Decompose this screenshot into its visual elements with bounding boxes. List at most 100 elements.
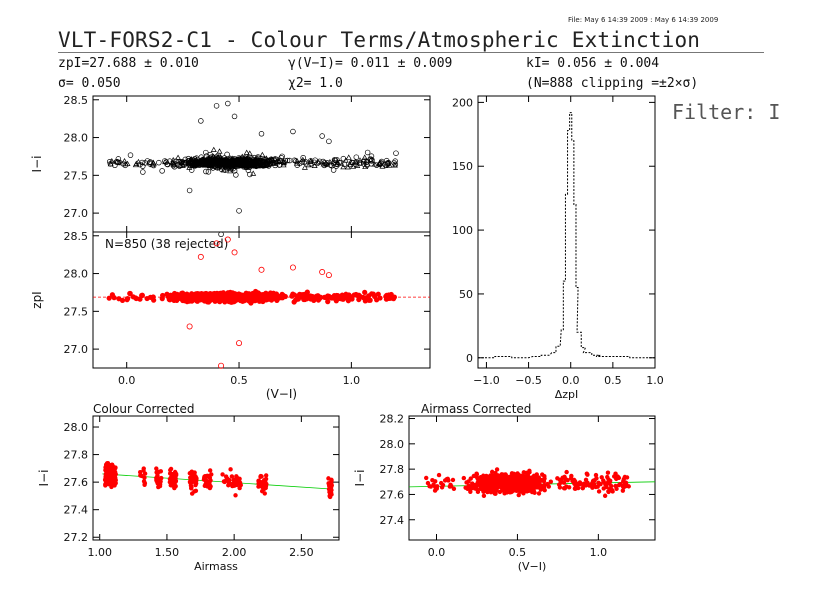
airmass-point [489, 475, 494, 480]
raw-point [170, 156, 177, 163]
raw-point [362, 163, 369, 170]
colour-point [141, 479, 147, 484]
colour-point [229, 474, 235, 479]
fit-point [177, 295, 183, 301]
raw-point [269, 159, 276, 166]
colour-plot-frame [92, 415, 340, 541]
x-tick-label: 0.0 [118, 374, 136, 387]
fit-ylabel: zpI [30, 291, 44, 308]
airmass-point [493, 476, 499, 481]
fit-plot-frame [92, 231, 431, 369]
raw-point [202, 161, 209, 168]
colour-point [105, 481, 111, 486]
raw-point [361, 154, 368, 160]
airmass-point [481, 473, 486, 478]
fit-point [127, 290, 133, 297]
y-tick-label: 150 [452, 160, 473, 173]
airmass-point [607, 479, 612, 485]
airmass-xlabel: (V−I) [518, 560, 547, 573]
raw-point [392, 158, 398, 164]
raw-point [376, 161, 383, 167]
colour-xlabel: Airmass [194, 560, 238, 573]
raw-point [307, 157, 314, 163]
airmass-point [532, 490, 537, 495]
airmass-point [527, 468, 532, 473]
raw-outlier [198, 118, 204, 124]
airmass-point [482, 476, 487, 482]
colour-point [234, 474, 239, 479]
fit-point [314, 293, 320, 299]
raw-point [188, 167, 195, 173]
raw-point [210, 146, 217, 152]
raw-point [224, 162, 231, 169]
fit-point [366, 293, 372, 299]
hist-outline [478, 112, 655, 359]
fit-point [362, 289, 368, 295]
fit-point [375, 291, 381, 297]
airmass-point [450, 477, 456, 483]
fit-point [150, 294, 156, 300]
colour-point [261, 485, 266, 490]
colour-point [202, 477, 208, 483]
colour-point [138, 470, 143, 475]
raw-point [264, 158, 271, 165]
colour-point [329, 483, 334, 488]
airmass-point [545, 481, 550, 487]
colour-point [157, 476, 163, 482]
colour-point [223, 474, 229, 479]
colour-point [233, 478, 238, 484]
raw-point [311, 162, 318, 168]
fit-point [304, 296, 310, 302]
fit-point [377, 295, 383, 301]
colour-point [104, 464, 110, 469]
y-tick-label: 28.5 [64, 94, 89, 107]
colour-point [256, 478, 262, 483]
airmass-point [519, 482, 524, 487]
colour-point [142, 475, 147, 480]
raw-point [302, 158, 309, 165]
airmass-point [497, 489, 503, 495]
colour-points [102, 460, 334, 500]
raw-point [221, 155, 228, 161]
raw-point [132, 161, 139, 168]
y-tick-label: 100 [452, 224, 473, 237]
fit-point [171, 296, 177, 302]
x-tick-label: 0.0 [428, 546, 446, 559]
airmass-point [623, 480, 629, 485]
file-timestamp: File: May 6 14:39 2009 : May 6 14:39 200… [568, 16, 719, 24]
colour-ylabel: I−i [37, 470, 51, 487]
raw-point [307, 158, 314, 164]
airmass-point [601, 486, 606, 491]
raw-point [156, 159, 162, 166]
x-tick-label: 2.50 [289, 546, 314, 559]
raw-point [271, 159, 277, 166]
airmass-point [475, 476, 481, 481]
y-tick-label: 27.0 [64, 207, 89, 220]
raw-point [235, 157, 241, 163]
airmass-point [542, 473, 547, 479]
y-tick-label: 27.8 [64, 449, 89, 462]
title-divider [58, 52, 764, 53]
airmass-point [502, 491, 507, 496]
fit-point [256, 295, 262, 301]
trend-line [102, 473, 331, 490]
raw-point [392, 161, 399, 168]
rejected-point [236, 340, 243, 347]
colour-point [191, 471, 197, 477]
airmass-point [538, 487, 544, 492]
raw-outlier [225, 100, 231, 107]
fit-point [356, 296, 362, 303]
colour-point [112, 477, 117, 482]
raw-point [259, 151, 266, 158]
airmass-point [527, 475, 532, 480]
colour-point [158, 469, 164, 474]
raw-outlier [290, 128, 296, 135]
y-tick-label: 27.2 [64, 531, 89, 544]
colour-point [258, 473, 263, 479]
raw-point [233, 172, 239, 178]
fit-point [109, 292, 116, 298]
raw-point [369, 157, 375, 163]
airmass-point [541, 483, 547, 488]
raw-outlier [213, 103, 220, 109]
